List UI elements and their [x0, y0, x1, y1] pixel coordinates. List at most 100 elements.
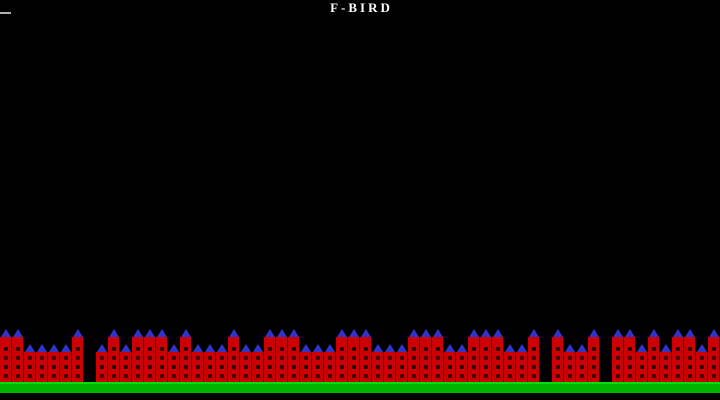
building-window: [52, 365, 56, 369]
building-window: [700, 356, 704, 360]
building-window: [388, 374, 392, 378]
roof-triangle-icon: [265, 329, 275, 337]
building-window: [712, 365, 716, 369]
building-window: [4, 374, 8, 378]
roof-triangle-icon: [709, 329, 719, 337]
building-window: [496, 356, 500, 360]
building-window: [64, 365, 68, 369]
building-window: [352, 374, 356, 378]
building-window: [328, 356, 332, 360]
building-window: [268, 374, 272, 378]
building: [648, 337, 659, 383]
building: [228, 337, 239, 383]
building-window: [112, 356, 116, 360]
sky-playfield: [0, 16, 720, 332]
building-window: [160, 347, 164, 351]
building-window: [256, 374, 260, 378]
building-window: [124, 356, 128, 360]
building-window: [676, 356, 680, 360]
building-window: [40, 374, 44, 378]
building-window: [100, 374, 104, 378]
building-window: [184, 365, 188, 369]
building-window: [280, 347, 284, 351]
building: [420, 337, 431, 383]
building-window: [652, 365, 656, 369]
building-window: [376, 356, 380, 360]
roof-triangle-icon: [457, 344, 467, 352]
building: [72, 337, 83, 383]
roof-triangle-icon: [409, 329, 419, 337]
building-window: [628, 347, 632, 351]
building-window: [496, 374, 500, 378]
building: [528, 337, 539, 383]
building-window: [280, 365, 284, 369]
roof-triangle-icon: [661, 344, 671, 352]
building-window: [676, 365, 680, 369]
building-window: [520, 365, 524, 369]
roof-triangle-icon: [253, 344, 263, 352]
building-window: [4, 347, 8, 351]
building-window: [28, 356, 32, 360]
roof-triangle-icon: [145, 329, 155, 337]
building-window: [484, 347, 488, 351]
building-window: [136, 365, 140, 369]
building-window: [556, 356, 560, 360]
building-window: [472, 365, 476, 369]
building-window: [352, 347, 356, 351]
building-window: [244, 356, 248, 360]
building-window: [640, 374, 644, 378]
building-window: [352, 365, 356, 369]
building-window: [76, 347, 80, 351]
building-window: [712, 356, 716, 360]
building-window: [496, 347, 500, 351]
building-window: [400, 374, 404, 378]
building: [480, 337, 491, 383]
building-window: [208, 356, 212, 360]
roof-triangle-icon: [73, 329, 83, 337]
building-window: [340, 347, 344, 351]
roof-triangle-icon: [121, 344, 131, 352]
building-window: [76, 356, 80, 360]
building-window: [52, 356, 56, 360]
building-window: [376, 365, 380, 369]
building-window: [232, 365, 236, 369]
building-window: [592, 365, 596, 369]
building-window: [472, 347, 476, 351]
roof-triangle-icon: [241, 344, 251, 352]
roof-triangle-icon: [25, 344, 35, 352]
building-window: [148, 347, 152, 351]
roof-triangle-icon: [193, 344, 203, 352]
building-window: [616, 374, 620, 378]
roof-triangle-icon: [685, 329, 695, 337]
roof-triangle-icon: [481, 329, 491, 337]
building-window: [412, 374, 416, 378]
building-window: [292, 347, 296, 351]
building-window: [532, 356, 536, 360]
building-window: [412, 347, 416, 351]
building-window: [700, 374, 704, 378]
building-window: [76, 365, 80, 369]
building-window: [160, 356, 164, 360]
roof-triangle-icon: [469, 329, 479, 337]
building-window: [172, 365, 176, 369]
building-window: [340, 374, 344, 378]
building-window: [676, 374, 680, 378]
building-window: [688, 356, 692, 360]
building-window: [232, 374, 236, 378]
building-window: [412, 356, 416, 360]
building-window: [508, 365, 512, 369]
building: [588, 337, 599, 383]
roof-triangle-icon: [421, 329, 431, 337]
building-window: [484, 356, 488, 360]
roof-triangle-icon: [517, 344, 527, 352]
roof-triangle-icon: [445, 344, 455, 352]
building: [492, 337, 503, 383]
building-window: [148, 365, 152, 369]
building: [408, 337, 419, 383]
building-window: [124, 374, 128, 378]
building-window: [220, 356, 224, 360]
building-window: [256, 356, 260, 360]
roof-triangle-icon: [433, 329, 443, 337]
building-window: [40, 365, 44, 369]
